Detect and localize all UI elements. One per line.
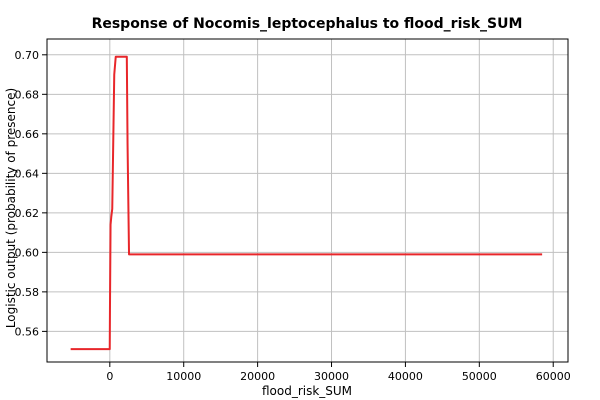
y-tick-label: 0.56 [15,325,40,338]
x-axis-label: flood_risk_SUM [262,384,352,398]
y-tick-label: 0.60 [15,246,40,259]
x-tick-label: 0 [106,370,113,383]
axis-ticks: 0 10000 20000 30000 40000 50000 60000 0.56 0.58 0… [15,49,571,383]
x-tick-label: 10000 [166,370,201,383]
x-tick-label: 50000 [462,370,497,383]
series-line [70,55,543,351]
x-tick-label: 60000 [536,370,571,383]
y-tick-label: 0.64 [15,167,40,180]
series-layer [70,55,543,351]
y-tick-label: 0.70 [15,49,40,62]
y-tick-label: 0.58 [15,286,40,299]
plot-area [46,38,569,363]
y-tick-label: 0.68 [15,88,40,101]
x-tick-label: 40000 [388,370,423,383]
y-tick-label: 0.62 [15,207,40,220]
x-tick-label: 20000 [240,370,275,383]
x-tick-label: 30000 [314,370,349,383]
grid [47,39,568,362]
y-tick-label: 0.66 [15,128,40,141]
chart-title: Response of Nocomis_leptocephalus to flo… [92,16,523,32]
y-axis-label: Logistic output (probability of presence… [4,88,18,328]
